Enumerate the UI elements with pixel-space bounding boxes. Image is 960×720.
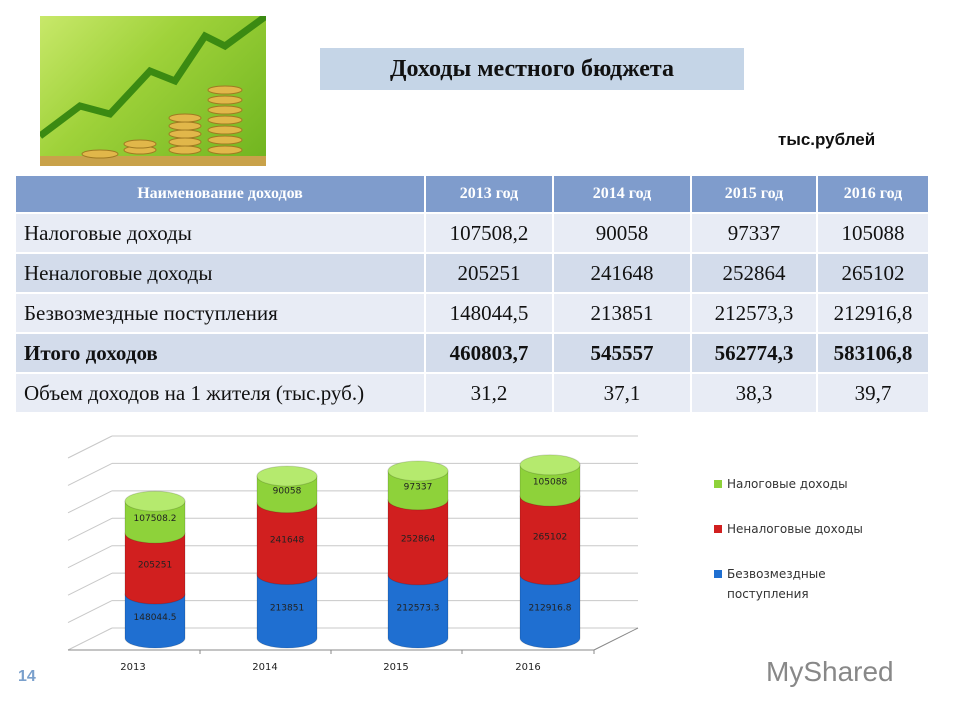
bar-top-cap	[256, 465, 318, 487]
legend-label: поступления	[727, 587, 809, 601]
cell-value: 562774,3	[691, 332, 818, 373]
cell-value: 31,2	[425, 372, 554, 412]
x-tick-label: 2013	[120, 662, 145, 673]
bar-segment	[256, 502, 318, 585]
x-tick-label: 2016	[515, 662, 540, 673]
floor-edge	[593, 627, 639, 651]
cell-value: 205251	[425, 252, 554, 293]
data-label: 90058	[273, 486, 302, 496]
legend-label: Неналоговые доходы	[727, 522, 863, 536]
bar-segment	[124, 593, 186, 649]
cell-value: 39,7	[817, 372, 930, 412]
cell-value: 97337	[691, 212, 818, 253]
x-tick-label: 2014	[252, 662, 277, 673]
gridline	[67, 572, 113, 596]
data-label: 212916.8	[529, 603, 572, 613]
cell-value: 213851	[553, 292, 692, 333]
cell-value: 38,3	[691, 372, 818, 412]
units-label: тыс.рублей	[778, 130, 876, 149]
bar-segment	[519, 495, 581, 586]
data-label: 105088	[533, 478, 568, 488]
gridline	[67, 517, 113, 541]
bar-segment	[519, 574, 581, 649]
header-2015: 2015 год	[691, 176, 818, 213]
bar-segment	[256, 574, 318, 649]
table-row-total: Итого доходов 460803,7 545557 562774,3 5…	[16, 332, 930, 373]
row-name: Неналоговые доходы	[16, 252, 426, 293]
bar-segment	[519, 464, 581, 507]
header-2016: 2016 год	[817, 176, 930, 213]
gridline	[67, 545, 113, 569]
data-label: 107508.2	[134, 514, 177, 524]
table-header-row: Наименование доходов 2013 год 2014 год 2…	[16, 176, 930, 213]
bar-segment	[124, 500, 186, 544]
cell-value: 212573,3	[691, 292, 818, 333]
cell-value: 148044,5	[425, 292, 554, 333]
cell-value: 583106,8	[817, 332, 930, 373]
table-row: Объем доходов на 1 жителя (тыс.руб.) 31,…	[16, 372, 930, 412]
cell-value: 460803,7	[425, 332, 554, 373]
table-row: Неналоговые доходы 205251 241648 252864 …	[16, 252, 930, 293]
legend-swatch	[714, 570, 722, 578]
table-row: Налоговые доходы 107508,2 90058 97337 10…	[16, 212, 930, 253]
header-name: Наименование доходов	[16, 176, 426, 213]
legend-label: Безвозмездные	[727, 567, 826, 581]
bar-segment	[387, 499, 449, 586]
cell-value: 37,1	[553, 372, 692, 412]
gridline	[67, 600, 113, 624]
legend-swatch	[714, 525, 722, 533]
gridline	[67, 462, 113, 486]
gridline	[67, 627, 113, 651]
data-label: 241648	[270, 536, 305, 546]
legend-label: Налоговые доходы	[727, 477, 848, 491]
gridline	[67, 435, 113, 459]
bar-segment	[387, 470, 449, 511]
cell-value: 265102	[817, 252, 930, 293]
header-2014: 2014 год	[553, 176, 692, 213]
gridline	[67, 490, 113, 514]
row-name: Безвозмездные поступления	[16, 292, 426, 333]
data-label: 265102	[533, 532, 567, 542]
growth-chart-image	[40, 16, 266, 166]
cell-value: 545557	[553, 332, 692, 373]
cell-value: 252864	[691, 252, 818, 293]
coins-graph-icon	[40, 16, 266, 166]
bar-segment	[124, 532, 186, 605]
cell-value: 107508,2	[425, 212, 554, 253]
header-2013: 2013 год	[425, 176, 554, 213]
data-label: 205251	[138, 561, 172, 571]
x-tick-label: 2015	[383, 662, 408, 673]
data-label: 148044.5	[134, 613, 177, 623]
data-label: 252864	[401, 534, 436, 544]
row-name: Итого доходов	[16, 332, 426, 373]
bar-top-cap	[387, 460, 449, 482]
bar-segment	[387, 574, 449, 649]
stacked-bar-chart: 148044.5 205251 107508.2 2013 213851 241648 90…	[67, 435, 863, 673]
cell-value: 90058	[553, 212, 692, 253]
row-name: Налоговые доходы	[16, 212, 426, 253]
watermark-logo: MyShared	[766, 656, 894, 687]
bar-segment	[256, 475, 318, 514]
cell-value: 212916,8	[817, 292, 930, 333]
page-title: Доходы местного бюджета	[320, 48, 744, 90]
income-table: Наименование доходов 2013 год 2014 год 2…	[16, 176, 930, 412]
bar-top-cap	[519, 454, 581, 476]
table-row: Безвозмездные поступления 148044,5 21385…	[16, 292, 930, 333]
data-label: 212573.3	[397, 603, 440, 613]
data-label: 213851	[270, 603, 304, 613]
cell-value: 105088	[817, 212, 930, 253]
row-name: Объем доходов на 1 жителя (тыс.руб.)	[16, 372, 426, 412]
bar-top-cap	[124, 490, 186, 512]
legend-swatch	[714, 480, 722, 488]
page-number: 14	[18, 668, 36, 685]
cell-value: 241648	[553, 252, 692, 293]
data-label: 97337	[404, 482, 433, 492]
